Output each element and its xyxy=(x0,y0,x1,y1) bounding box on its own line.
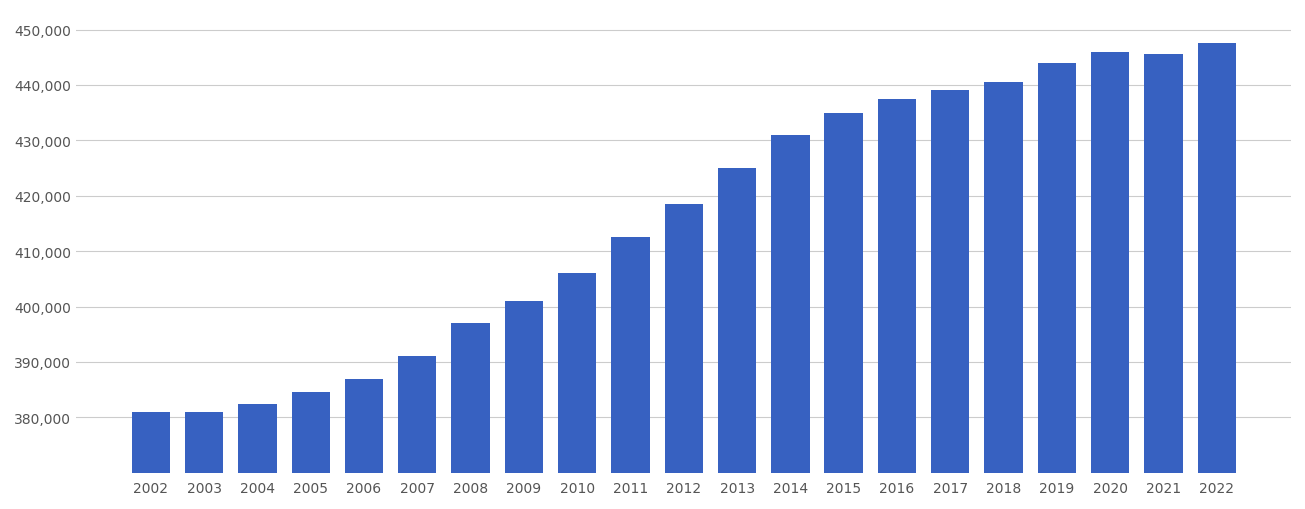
Bar xyxy=(1198,44,1236,509)
Bar xyxy=(771,135,809,509)
Bar xyxy=(291,392,330,509)
Bar xyxy=(718,168,757,509)
Bar xyxy=(984,83,1023,509)
Bar xyxy=(611,238,650,509)
Bar xyxy=(345,379,384,509)
Bar xyxy=(398,357,436,509)
Bar xyxy=(1091,52,1129,509)
Bar xyxy=(1037,64,1077,509)
Bar xyxy=(185,412,223,509)
Bar xyxy=(664,205,703,509)
Bar xyxy=(452,324,489,509)
Bar xyxy=(825,114,863,509)
Bar xyxy=(132,412,170,509)
Bar xyxy=(505,301,543,509)
Bar xyxy=(1144,55,1182,509)
Bar xyxy=(930,91,970,509)
Bar xyxy=(559,274,596,509)
Bar xyxy=(239,404,277,509)
Bar xyxy=(878,100,916,509)
